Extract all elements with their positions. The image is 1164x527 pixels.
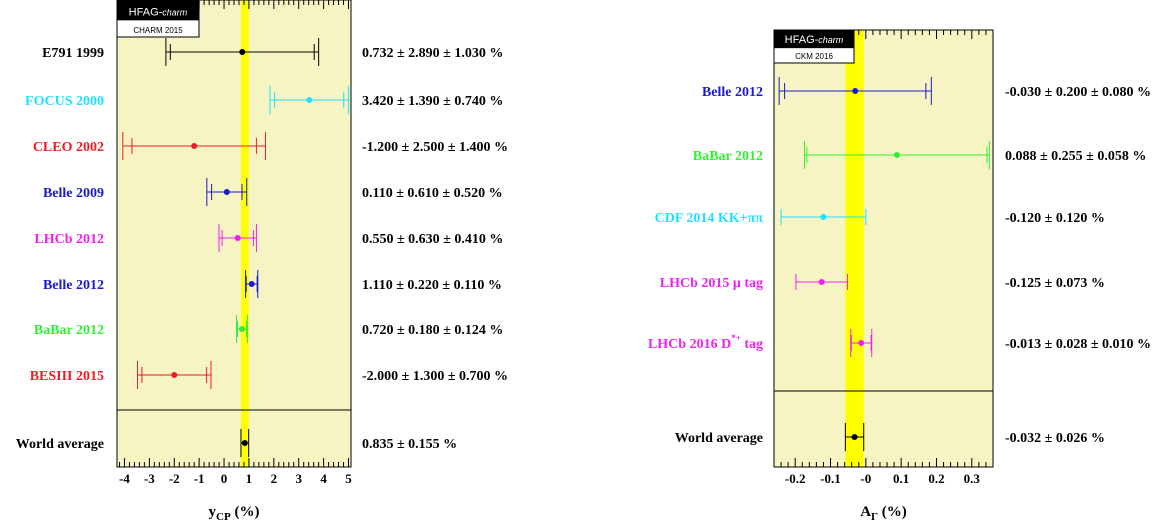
panel2-measurement: CDF 2014 KK+ππ -0.120 ± 0.120 % bbox=[655, 209, 1105, 226]
panel1-plot-area bbox=[117, 0, 351, 467]
panel2-tick-label: 0.3 bbox=[964, 471, 981, 486]
panel1-chart: -4 -3 -2 -1 0 1 2 3 4 5 yCP (%) HFAG-charm CHARM 201… bbox=[16, 0, 508, 523]
panel2-plot-area bbox=[774, 30, 993, 467]
panel2-point bbox=[818, 279, 825, 285]
panel2-average-band bbox=[845, 30, 864, 467]
panel1-badge-header bbox=[117, 0, 199, 21]
panel2-measurement-value: -0.125 ± 0.073 % bbox=[1005, 276, 1105, 291]
panel2-measurement-value: -0.030 ± 0.200 ± 0.080 % bbox=[1005, 85, 1151, 100]
panel1-point bbox=[191, 143, 198, 149]
panel1-tick-label: 4 bbox=[320, 471, 327, 486]
panel1-point bbox=[234, 235, 241, 241]
panel2-tick-label: -0 bbox=[860, 471, 871, 486]
panel1-point bbox=[306, 97, 313, 103]
panel2-measurement-label: BaBar 2012 bbox=[693, 149, 763, 164]
panel2-measurement-label: LHCb 2015 μ tag bbox=[660, 276, 763, 291]
panel2-point bbox=[858, 340, 865, 346]
panel1-axis-title: yCP (%) bbox=[209, 504, 260, 523]
panel1-measurement-value: -1.200 ± 2.500 ± 1.400 % bbox=[362, 140, 508, 155]
panel1-tick-label: -2 bbox=[169, 471, 180, 486]
panel2-badge-header bbox=[774, 30, 854, 49]
panel2-world-average: World average -0.032 ± 0.026 % bbox=[675, 423, 1105, 451]
panel1-measurement: Belle 2009 0.110 ± 0.610 ± 0.520 % bbox=[43, 178, 503, 206]
panel2-measurement-value: -0.013 ± 0.028 ± 0.010 % bbox=[1005, 337, 1151, 352]
panel2-average-point bbox=[851, 434, 858, 440]
panel1-measurement-label: CLEO 2002 bbox=[33, 140, 104, 155]
panel2-point bbox=[893, 152, 900, 158]
panel1-tick-label: 0 bbox=[221, 471, 228, 486]
panel1-measurement-label: LHCb 2012 bbox=[34, 232, 104, 247]
panel2-tick-label: -0.1 bbox=[820, 471, 841, 486]
panel1-measurement: Belle 2012 1.110 ± 0.220 ± 0.110 % bbox=[43, 270, 502, 298]
panel2-measurement-label: LHCb 2016 D*+ tag bbox=[648, 333, 763, 352]
panel1-point bbox=[223, 189, 230, 195]
panel1-tick-label: 3 bbox=[295, 471, 302, 486]
panel1-measurement-label: Belle 2012 bbox=[43, 278, 104, 293]
panel1-measurement-value: 0.550 ± 0.630 ± 0.410 % bbox=[362, 232, 503, 247]
panel2-measurement-value: 0.088 ± 0.255 ± 0.058 % bbox=[1005, 149, 1146, 164]
panel2-axis-title: AΓ (%) bbox=[860, 504, 907, 523]
panel1-measurement: BaBar 2012 0.720 ± 0.180 ± 0.124 % bbox=[34, 315, 503, 343]
panel1-tick-label: 5 bbox=[345, 471, 352, 486]
panel1-measurement-label: BESIII 2015 bbox=[30, 369, 104, 384]
panel1-measurement-value: 0.110 ± 0.610 ± 0.520 % bbox=[362, 186, 503, 201]
panel2-measurement: LHCb 2015 μ tag -0.125 ± 0.073 % bbox=[660, 274, 1105, 291]
panel1-point bbox=[171, 372, 178, 378]
panel1-tick-label: -4 bbox=[119, 471, 130, 486]
panel1-tick-label: 1 bbox=[246, 471, 253, 486]
panel2-badge-title: HFAG-charm bbox=[785, 34, 844, 46]
panel1-measurement-value: 0.732 ± 2.890 ± 1.030 % bbox=[362, 46, 503, 61]
panel2-measurement-value: -0.120 ± 0.120 % bbox=[1005, 211, 1105, 226]
panel1-measurement-label: FOCUS 2000 bbox=[25, 94, 104, 109]
panel1-measurement-value: 0.720 ± 0.180 ± 0.124 % bbox=[362, 323, 503, 338]
panel1-measurement: E791 1999 0.732 ± 2.890 ± 1.030 % bbox=[42, 38, 503, 66]
panel1-point bbox=[248, 281, 255, 287]
panel1-measurement-value: -2.000 ± 1.300 ± 0.700 % bbox=[362, 369, 508, 384]
panel1-point bbox=[239, 49, 246, 55]
panel2-chart: -0.2 -0.1 -0 0.1 0.2 0.3 AΓ (%) HFAG-charm CKM 2… bbox=[648, 29, 1151, 523]
panel1-measurement: BESIII 2015 -2.000 ± 1.300 ± 0.700 % bbox=[30, 361, 508, 389]
panel2-tick-label: 0.2 bbox=[928, 471, 944, 486]
panel1-measurement: FOCUS 2000 3.420 ± 1.390 ± 0.740 % bbox=[25, 86, 503, 114]
panel2-tick-label: 0.1 bbox=[893, 471, 909, 486]
panel1-point bbox=[238, 326, 245, 332]
panel2-measurement: Belle 2012 -0.030 ± 0.200 ± 0.080 % bbox=[702, 77, 1151, 105]
panel1-measurement-label: BaBar 2012 bbox=[34, 323, 104, 338]
panel1-measurement-label: Belle 2009 bbox=[43, 186, 104, 201]
panel2-measurement: BaBar 2012 0.088 ± 0.255 ± 0.058 % bbox=[693, 141, 1146, 169]
panel2-tick-label: -0.2 bbox=[785, 471, 806, 486]
panel1-average-point bbox=[241, 440, 248, 446]
panel1-tick-label: -3 bbox=[144, 471, 155, 486]
panel1-tick-label: 2 bbox=[271, 471, 278, 486]
panel2-badge-subtitle: CKM 2016 bbox=[795, 52, 833, 61]
panel1-measurement: LHCb 2012 0.550 ± 0.630 ± 0.410 % bbox=[34, 224, 503, 252]
panel2-average-value: -0.032 ± 0.026 % bbox=[1005, 431, 1105, 446]
panel1-badge-subtitle: CHARM 2015 bbox=[133, 26, 183, 35]
panel2-measurement-label: Belle 2012 bbox=[702, 85, 763, 100]
panel1-average-label: World average bbox=[16, 437, 104, 452]
panel1-tick-label: -1 bbox=[194, 471, 205, 486]
panel2-measurement-label: CDF 2014 KK+ππ bbox=[655, 211, 764, 226]
panel1-badge-title: HFAG-charm bbox=[129, 6, 188, 18]
panel2-measurement: LHCb 2016 D*+ tag -0.013 ± 0.028 ± 0.010 … bbox=[648, 329, 1151, 357]
panel2-point bbox=[852, 88, 859, 94]
panel1-measurement-value: 3.420 ± 1.390 ± 0.740 % bbox=[362, 94, 503, 109]
panel2-frame bbox=[773, 29, 994, 468]
panel2-average-label: World average bbox=[675, 431, 763, 446]
panel1-average-value: 0.835 ± 0.155 % bbox=[362, 437, 457, 452]
panel1-average-band bbox=[240, 0, 249, 467]
panel2-point bbox=[820, 214, 827, 220]
panel1-measurement: CLEO 2002 -1.200 ± 2.500 ± 1.400 % bbox=[33, 132, 508, 160]
panel1-world-average: World average 0.835 ± 0.155 % bbox=[16, 429, 457, 457]
panel1-measurement-value: 1.110 ± 0.220 ± 0.110 % bbox=[362, 278, 502, 293]
panel1-measurement-label: E791 1999 bbox=[42, 46, 104, 61]
